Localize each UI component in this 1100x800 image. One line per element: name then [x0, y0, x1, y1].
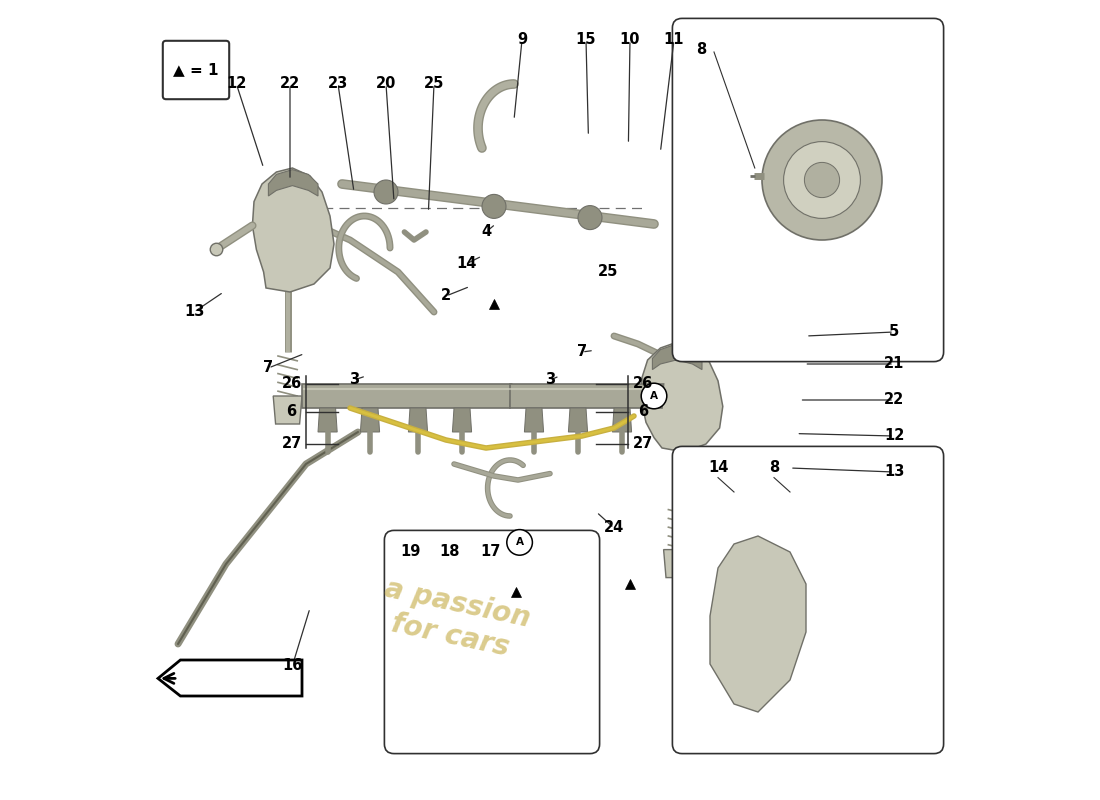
Text: 5: 5 — [889, 325, 899, 339]
Text: 4: 4 — [481, 225, 491, 239]
Text: 3: 3 — [349, 373, 359, 387]
Text: 27: 27 — [632, 437, 653, 451]
Text: 27: 27 — [282, 437, 301, 451]
Text: ▲ = 1: ▲ = 1 — [174, 62, 219, 78]
Text: 10: 10 — [619, 33, 640, 47]
Text: 8: 8 — [769, 461, 779, 475]
Text: 13: 13 — [184, 305, 205, 319]
Text: A: A — [650, 391, 658, 401]
Text: 8: 8 — [696, 42, 706, 58]
Circle shape — [641, 383, 667, 409]
Text: 23: 23 — [328, 77, 348, 91]
FancyBboxPatch shape — [163, 41, 229, 99]
Text: 18: 18 — [440, 545, 460, 559]
Text: 15: 15 — [575, 33, 596, 47]
Text: 6: 6 — [286, 405, 297, 419]
Polygon shape — [710, 536, 806, 712]
Text: 12: 12 — [883, 429, 904, 443]
Text: 17: 17 — [480, 545, 501, 559]
Polygon shape — [158, 660, 302, 696]
Text: 7: 7 — [263, 361, 274, 375]
Polygon shape — [273, 396, 303, 424]
Text: 19: 19 — [399, 545, 420, 559]
Text: 14: 14 — [707, 461, 728, 475]
Text: 6: 6 — [638, 405, 648, 419]
FancyBboxPatch shape — [672, 446, 944, 754]
Text: 22: 22 — [884, 393, 904, 407]
Polygon shape — [252, 168, 334, 292]
Polygon shape — [361, 408, 379, 432]
Polygon shape — [525, 408, 543, 432]
Polygon shape — [663, 550, 692, 578]
Polygon shape — [569, 408, 587, 432]
Polygon shape — [613, 408, 631, 432]
Circle shape — [762, 120, 882, 240]
Circle shape — [578, 206, 602, 230]
Polygon shape — [641, 342, 723, 452]
Text: 11: 11 — [663, 33, 684, 47]
Text: 9: 9 — [517, 33, 527, 47]
Text: 16: 16 — [283, 658, 302, 673]
Circle shape — [804, 162, 839, 198]
Polygon shape — [514, 536, 525, 562]
Circle shape — [482, 194, 506, 218]
Circle shape — [783, 142, 860, 218]
Text: 3: 3 — [544, 373, 556, 387]
Text: a passion
for cars: a passion for cars — [375, 575, 532, 665]
Polygon shape — [318, 408, 338, 432]
Text: 21: 21 — [883, 357, 904, 371]
Text: 13: 13 — [883, 465, 904, 479]
Text: 26: 26 — [282, 377, 301, 391]
Circle shape — [374, 180, 398, 204]
Text: 2: 2 — [441, 289, 451, 303]
Text: 25: 25 — [424, 77, 444, 91]
Text: 20: 20 — [376, 77, 396, 91]
Polygon shape — [268, 170, 318, 196]
Polygon shape — [452, 408, 472, 432]
FancyBboxPatch shape — [384, 530, 600, 754]
Circle shape — [507, 530, 532, 555]
FancyBboxPatch shape — [672, 18, 944, 362]
Text: 26: 26 — [632, 377, 653, 391]
Text: 22: 22 — [279, 77, 300, 91]
Text: 12: 12 — [227, 77, 246, 91]
Text: 25: 25 — [597, 265, 618, 279]
Text: A: A — [516, 538, 524, 547]
Text: 24: 24 — [604, 521, 624, 535]
Text: 14: 14 — [455, 257, 476, 271]
Polygon shape — [652, 344, 702, 370]
Polygon shape — [302, 384, 512, 408]
Polygon shape — [408, 408, 428, 432]
Text: 7: 7 — [576, 345, 587, 359]
Polygon shape — [510, 384, 663, 408]
